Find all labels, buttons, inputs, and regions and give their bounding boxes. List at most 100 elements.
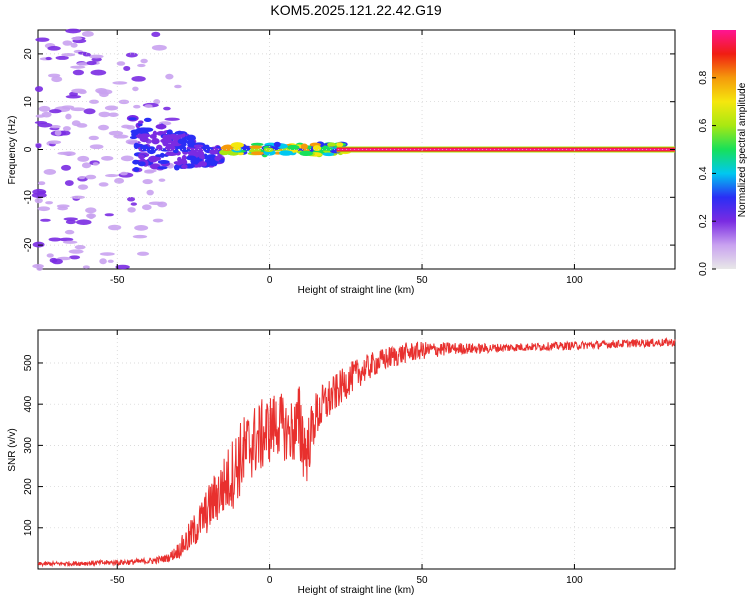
spectrogram-cell (107, 259, 114, 263)
spectrogram-cell (85, 174, 97, 180)
spectrogram-cell (176, 161, 183, 166)
colorbar-tick-label: 0.6 (698, 118, 709, 132)
spectrogram-cell (118, 99, 130, 105)
spectrogram-cell (32, 241, 45, 248)
spectrogram-cell (61, 52, 76, 57)
spectrogram-cell (324, 147, 333, 151)
spectrogram-cell (137, 251, 150, 256)
spectrogram-cell (77, 184, 89, 190)
snr-xtick-label: 0 (267, 575, 273, 586)
spectrogram-cell (185, 134, 196, 142)
spectrogram-xlabel: Height of straight line (km) (298, 285, 415, 296)
spectrogram-cell (232, 147, 241, 151)
colorbar-tick-label: 0.4 (698, 166, 709, 180)
spectrogram-cell (108, 112, 119, 117)
spectrogram-cell (146, 148, 158, 152)
spectrogram-cell (37, 181, 46, 186)
spectrogram-cell (35, 37, 50, 42)
spectrogram-cell (174, 130, 184, 135)
spectrogram-cell (101, 155, 114, 161)
spectrogram-cell (47, 46, 61, 51)
spectrogram-cell (70, 65, 86, 69)
snr-xtick-label: 100 (566, 575, 583, 586)
spectrogram-cell (208, 154, 215, 158)
spectrogram-cell (40, 218, 51, 222)
spectrogram-cell (151, 138, 160, 145)
spectrogram-cell (88, 54, 104, 59)
spectrogram-cell (86, 213, 97, 219)
spectrogram-cell (157, 159, 170, 165)
spectrogram-cell (90, 69, 107, 76)
spectrogram-cell (209, 149, 219, 155)
spectrogram-cell (140, 58, 148, 64)
spectrogram-cell (47, 140, 62, 145)
spectrogram-cell (165, 73, 174, 80)
spectrogram-cell (133, 166, 140, 172)
spectrogram-cell (104, 105, 119, 111)
colorbar: 0.0 0.2 0.4 0.6 0.8 Normalized spectral ampl… (698, 30, 748, 276)
spectrogram-cell (155, 123, 167, 130)
spectrogram-ytick-label: -20 (23, 237, 34, 252)
spectrogram-cell (88, 135, 99, 141)
spectrogram-cell (164, 138, 172, 143)
spectrogram-cell (186, 139, 196, 146)
spectrogram-cell (112, 81, 128, 85)
spectrogram-cell (70, 42, 78, 48)
spectrogram-cell (126, 125, 136, 130)
spectrogram-cell (62, 126, 71, 132)
spectrogram-cell (242, 146, 251, 151)
spectrogram-cell (142, 179, 153, 185)
spectrogram-cell (75, 219, 92, 225)
snr-xlabel: Height of straight line (km) (298, 585, 415, 596)
spectrogram-cell (48, 237, 62, 242)
colorbar-tick-label: 0.8 (698, 70, 709, 84)
spectrogram-cell (65, 28, 81, 34)
dominant-line (336, 148, 675, 151)
spectrogram-cell (74, 244, 86, 250)
spectrogram-xtick-label: -50 (110, 275, 125, 286)
spectrogram-cell (140, 144, 150, 152)
spectrogram-cell (134, 224, 149, 231)
spectrogram-cell (72, 69, 85, 76)
spectrogram-cell (263, 147, 274, 153)
spectrogram-cell (230, 142, 244, 148)
spectrogram-cell (217, 153, 222, 161)
snr-ticks: -50 0 50 100 100 200 300 400 500 (23, 330, 675, 586)
spectrogram-cell (143, 117, 152, 123)
spectrogram-cell (249, 145, 263, 149)
spectrogram-cell (327, 142, 337, 147)
spectrogram-cell (99, 258, 107, 265)
spectrogram-cell (35, 114, 46, 118)
spectrogram-cell (57, 151, 72, 155)
spectrogram-ytick-label: 20 (23, 48, 34, 60)
spectrogram-cell (125, 139, 139, 145)
spectrogram-ticks: -50 0 50 100 -20 -10 0 10 20 (23, 30, 675, 286)
spectrogram-cell (120, 155, 134, 162)
spectrogram-cell (179, 145, 187, 151)
spectrogram-cell (138, 154, 146, 160)
spectrogram-cell (31, 192, 47, 199)
snr-series-line (37, 336, 676, 568)
spectrogram-cell (138, 120, 144, 124)
spectrogram-cell (92, 162, 99, 166)
spectrogram-cell (97, 124, 110, 131)
spectrogram-cell (125, 52, 138, 58)
spectrogram-cell (107, 224, 122, 231)
snr-ytick-label: 400 (23, 395, 34, 412)
colorbar-label: Normalized spectral amplitude (737, 82, 748, 217)
spectrogram-cell (108, 130, 124, 136)
spectrogram-cell (131, 76, 146, 82)
spectrogram-cell (55, 55, 69, 60)
spectrogram-xtick-label: 50 (416, 275, 428, 286)
spectrogram-cell (201, 161, 207, 167)
spectrogram-cell (77, 51, 88, 55)
figure-title: KOM5.2025.121.22.42.G19 (270, 2, 441, 18)
spectrogram-cell (71, 88, 87, 94)
spectrogram-cell (187, 151, 197, 155)
spectrogram-cell (137, 123, 143, 127)
spectrogram-cell (78, 176, 86, 180)
spectrogram-cell (130, 202, 137, 206)
spectrogram-cell (104, 213, 114, 217)
